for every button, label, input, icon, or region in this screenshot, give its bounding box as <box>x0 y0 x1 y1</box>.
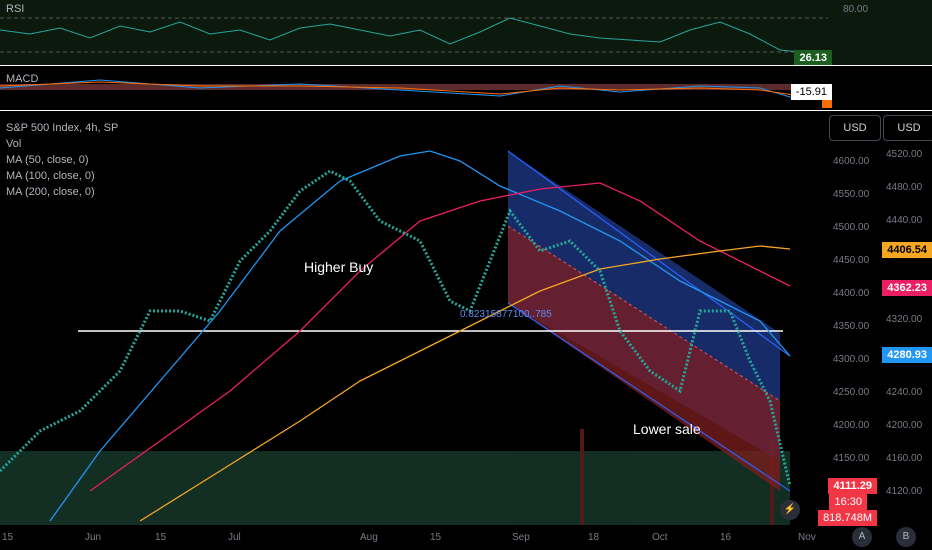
macd-value-tag: -15.91 <box>790 84 832 100</box>
time-tick: 15 <box>155 532 167 543</box>
last-price-tag: 4111.29 <box>828 478 877 494</box>
legend-volume[interactable]: Vol <box>6 138 22 150</box>
tick-label: 4250.00 <box>833 387 870 398</box>
legend-ma50[interactable]: MA (50, close, 0) <box>6 154 89 166</box>
candle-path <box>0 169 792 487</box>
fib-label: 0.82315877100..785 <box>460 309 552 320</box>
volume-bars <box>0 429 790 525</box>
macd-histogram <box>0 79 801 101</box>
time-tick: Oct <box>652 532 668 543</box>
time-tick: 15 <box>2 532 14 543</box>
rsi-line-chart <box>0 17 828 53</box>
macd-signal-tag <box>822 100 832 108</box>
ma200-price-tag: 4406.54 <box>882 242 932 258</box>
channel-lower-band <box>508 226 780 491</box>
ma200-line <box>139 245 791 522</box>
auto-scale-button[interactable]: A <box>852 527 872 547</box>
tick-label: 4300.00 <box>833 354 870 365</box>
tick-label: 4500.00 <box>833 222 870 233</box>
rsi-pane[interactable]: RSI 80.00 26.13 <box>0 0 932 66</box>
tick-label: 4320.00 <box>886 314 923 325</box>
macd-pane[interactable]: MACD -15.91 <box>0 66 932 110</box>
tick-label: 4120.00 <box>886 486 923 497</box>
price-chart-pane[interactable]: S&P 500 Index, 4h, SP Vol MA (50, close,… <box>0 111 932 526</box>
b-button[interactable]: B <box>896 527 916 547</box>
rsi-level-top: 80.00 <box>843 4 869 15</box>
ma100-price-tag: 4362.23 <box>882 280 932 296</box>
time-tick: 16 <box>720 532 732 543</box>
tick-label: 4150.00 <box>833 453 870 464</box>
tick-label: 4520.00 <box>886 149 923 160</box>
pane-separator[interactable] <box>0 65 932 66</box>
time-axis[interactable]: 15 Jun 15 Jul Aug 15 Sep 18 Oct 16 Nov A… <box>0 525 932 550</box>
time-tick: Jun <box>85 532 102 543</box>
ma50-line <box>49 150 791 522</box>
legend-ma100[interactable]: MA (100, close, 0) <box>6 170 95 182</box>
time-tick: Jul <box>228 532 241 543</box>
time-tick: Nov <box>798 532 816 543</box>
ma100-line <box>89 182 791 492</box>
rsi-label: RSI <box>6 3 25 15</box>
pane-separator[interactable] <box>0 110 932 111</box>
tick-label: 4200.00 <box>833 420 870 431</box>
tick-label: 4440.00 <box>886 215 923 226</box>
annotation-lower-sale[interactable]: Lower sale <box>633 421 701 437</box>
time-tick: Aug <box>360 532 378 543</box>
currency-button-right[interactable]: USD <box>883 115 932 141</box>
price-chart-canvas[interactable] <box>0 111 828 525</box>
time-tick: 15 <box>430 532 442 543</box>
lightning-icon[interactable]: ⚡ <box>780 500 800 520</box>
volume-tag: 818.748M <box>818 510 877 526</box>
legend-symbol[interactable]: S&P 500 Index, 4h, SP <box>6 122 119 134</box>
ma50-price-tag: 4280.93 <box>882 347 932 363</box>
bar-countdown: 16:30 <box>829 494 867 510</box>
legend-ma200[interactable]: MA (200, close, 0) <box>6 186 95 198</box>
tick-label: 4400.00 <box>833 288 870 299</box>
rsi-value-tag: 26.13 <box>794 50 832 66</box>
tick-label: 4160.00 <box>886 453 923 464</box>
tick-label: 4350.00 <box>833 321 870 332</box>
tick-label: 4600.00 <box>833 156 870 167</box>
tick-label: 4240.00 <box>886 387 923 398</box>
currency-button-left[interactable]: USD <box>829 115 881 141</box>
tick-label: 4200.00 <box>886 420 923 431</box>
macd-label: MACD <box>6 73 39 85</box>
tick-label: 4450.00 <box>833 255 870 266</box>
time-tick: Sep <box>512 532 530 543</box>
tick-label: 4480.00 <box>886 182 923 193</box>
time-tick: 18 <box>588 532 600 543</box>
annotation-higher-buy[interactable]: Higher Buy <box>304 259 374 275</box>
tick-label: 4550.00 <box>833 189 870 200</box>
